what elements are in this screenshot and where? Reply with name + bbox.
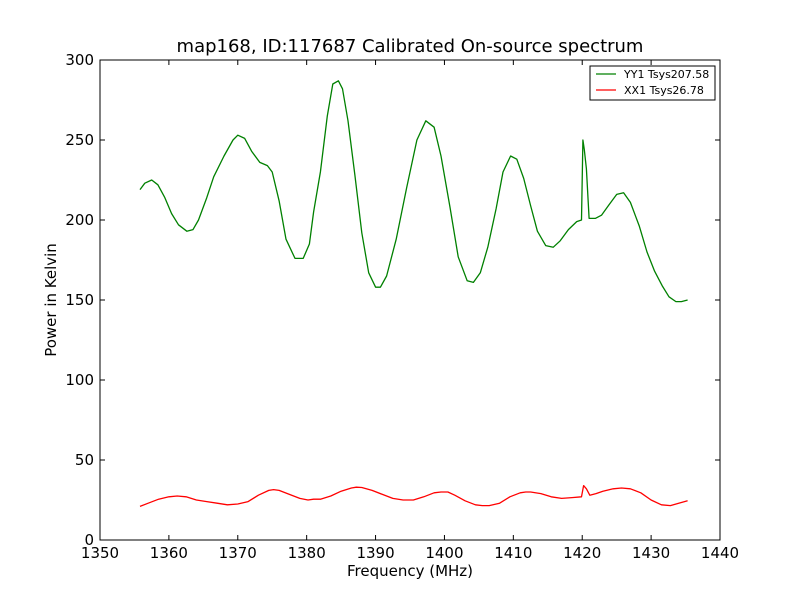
x-tick-label: 1400: [425, 544, 463, 562]
chart-title: map168, ID:117687 Calibrated On-source s…: [177, 36, 644, 57]
x-tick-label: 1370: [219, 544, 257, 562]
legend-label-yy1: YY1 Tsys207.58: [623, 68, 709, 81]
y-tick-label: 100: [65, 371, 94, 389]
legend-label-xx1: XX1 Tsys26.78: [624, 84, 704, 97]
axes-frame: [99, 59, 721, 541]
x-tick-label: 1440: [701, 544, 739, 562]
axis-ticks: 1350 1360 1370 1380 1390 1400 1410 1420 1430 1440…: [65, 51, 739, 562]
y-tick-label: 50: [75, 451, 94, 469]
y-tick-label: 200: [65, 211, 94, 229]
x-tick-label: 1420: [563, 544, 601, 562]
x-tick-label: 1350: [81, 544, 119, 562]
x-tick-label: 1410: [494, 544, 532, 562]
x-tick-label: 1390: [356, 544, 394, 562]
y-tick-label: 250: [65, 131, 94, 149]
y-tick-label: 0: [84, 531, 94, 549]
series-line-yy1: [139, 80, 688, 303]
x-axis-label: Frequency (MHz): [347, 562, 473, 580]
x-tick-label: 1380: [288, 544, 326, 562]
y-tick-label: 300: [65, 51, 94, 69]
y-tick-label: 150: [65, 291, 94, 309]
legend-box: [589, 65, 716, 101]
x-tick-label: 1360: [150, 544, 188, 562]
plot-area: [99, 59, 721, 541]
series-layer: [139, 80, 688, 508]
y-axis-label: Power in Kelvin: [42, 243, 60, 357]
series-line-xx1: [139, 484, 688, 508]
x-tick-label: 1430: [632, 544, 670, 562]
legend: YY1 Tsys207.58 XX1 Tsys26.78: [589, 65, 716, 101]
